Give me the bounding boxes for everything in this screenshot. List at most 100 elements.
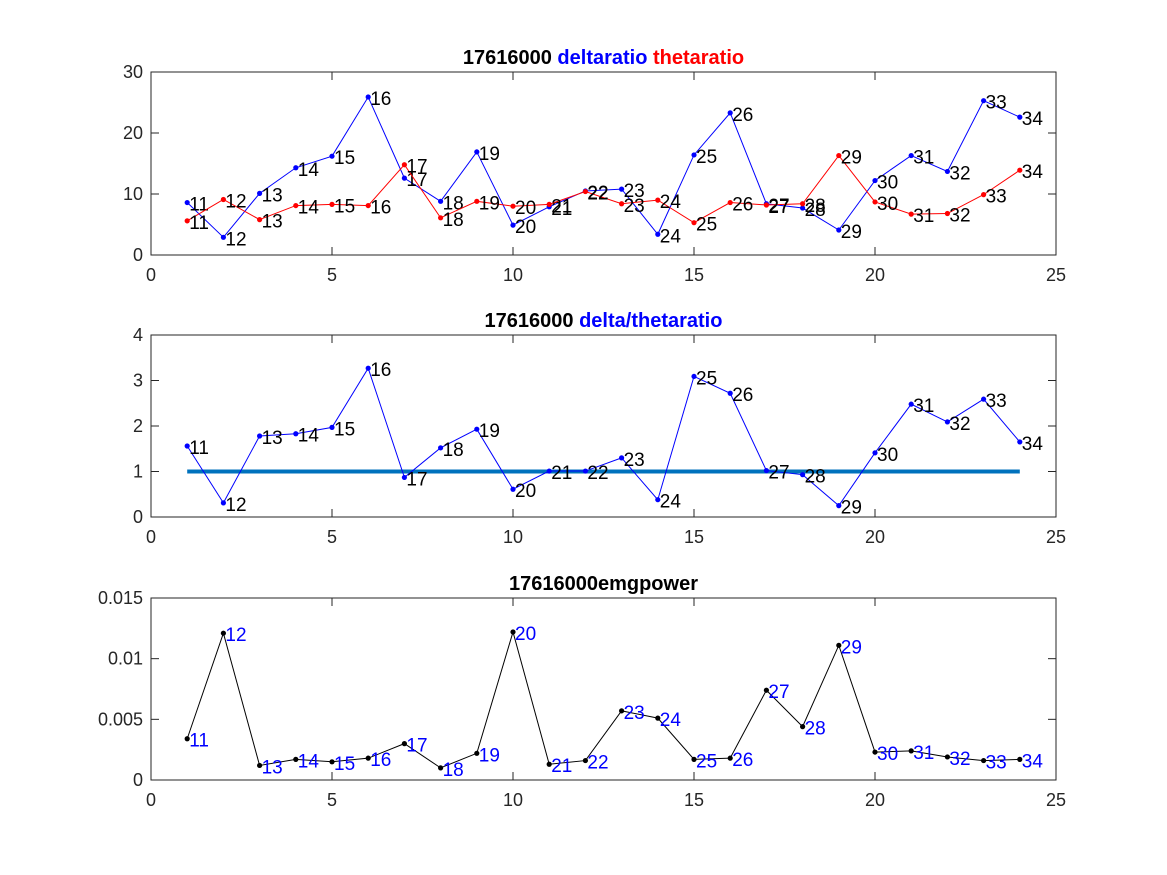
x-tick-label: 10: [503, 265, 523, 285]
data-label: 27: [768, 463, 789, 484]
data-point: [800, 205, 806, 211]
data-label: 17: [406, 469, 427, 490]
x-tick-label: 10: [503, 527, 523, 547]
data-point: [365, 755, 371, 761]
y-tick-label: 4: [133, 325, 143, 345]
data-point: [184, 199, 190, 206]
data-point: [1017, 114, 1023, 120]
data-point: [546, 761, 552, 767]
data-point: [1017, 439, 1023, 445]
data-label: 17: [406, 736, 427, 757]
data-point: [619, 186, 625, 192]
axes-box: [150, 334, 1057, 518]
data-point: [220, 500, 226, 506]
chart-title-part: deltaratio: [552, 47, 648, 69]
data-label: 13: [262, 185, 283, 206]
data-point: [944, 419, 951, 425]
data-label: 14: [298, 198, 320, 219]
data-label: 22: [587, 753, 608, 774]
data-label: 22: [587, 184, 608, 205]
data-point: [365, 365, 371, 371]
data-point: [329, 424, 335, 430]
data-label: 26: [732, 195, 753, 216]
data-point: [257, 217, 263, 223]
x-tick-label: 15: [684, 265, 704, 285]
data-label: 33: [986, 93, 1007, 114]
data-point: [691, 152, 697, 158]
chart-title-part: thetaratio: [647, 47, 744, 69]
data-label: 30: [877, 194, 898, 215]
data-label: 21: [551, 463, 572, 484]
data-point: [438, 445, 444, 451]
data-point: [401, 474, 407, 481]
y-tick-label: 0: [133, 770, 143, 790]
data-label: 34: [1022, 434, 1044, 455]
data-point: [1017, 167, 1023, 173]
data-point: [474, 149, 480, 155]
y-tick-label: 10: [123, 184, 143, 204]
data-point: [981, 757, 987, 764]
axes-box: [150, 71, 1057, 256]
data-point: [836, 642, 842, 648]
x-tick-label: 15: [684, 790, 704, 810]
data-label: 23: [624, 196, 645, 217]
data-label: 11: [189, 213, 209, 234]
data-point: [836, 227, 842, 233]
data-point: [800, 472, 806, 478]
data-label: 12: [225, 625, 246, 646]
data-label: 16: [370, 198, 391, 219]
data-point: [329, 759, 335, 765]
data-point: [293, 202, 299, 209]
data-label: 20: [515, 198, 536, 219]
data-point: [836, 503, 842, 509]
data-label: 29: [841, 148, 862, 169]
data-label: 12: [225, 495, 246, 516]
data-point: [220, 630, 226, 636]
data-point: [582, 188, 589, 195]
series-line-1: [186, 630, 1020, 769]
data-point: [184, 218, 190, 224]
data-label: 34: [1022, 162, 1044, 183]
data-label: 11: [189, 438, 209, 459]
data-point: [220, 196, 226, 203]
data-label: 18: [443, 210, 464, 231]
data-label: 30: [877, 744, 898, 765]
data-label: 18: [443, 193, 464, 214]
data-label: 21: [551, 756, 572, 777]
data-point: [365, 202, 371, 209]
data-label: 15: [334, 754, 355, 775]
data-label: 32: [949, 749, 970, 770]
chart-title-part: delta/thetaratio: [574, 310, 723, 332]
x-tick-label: 25: [1046, 527, 1066, 547]
data-label: 31: [913, 148, 934, 169]
data-label: 23: [624, 703, 645, 724]
data-point: [365, 94, 371, 100]
data-label: 31: [913, 743, 934, 764]
data-point: [510, 486, 516, 492]
data-label: 17: [406, 157, 427, 178]
y-tick-label: 0: [133, 507, 143, 527]
x-tick-label: 20: [865, 790, 885, 810]
data-label: 27: [768, 682, 789, 703]
data-label: 16: [370, 89, 391, 110]
data-point: [691, 373, 697, 380]
data-point: [293, 756, 299, 762]
data-point: [582, 757, 589, 764]
y-tick-label: 0.015: [98, 588, 143, 608]
data-point: [691, 220, 697, 226]
data-point: [908, 211, 914, 217]
chart-title: 17616000 deltaratio thetaratio: [463, 47, 744, 69]
data-label: 31: [913, 206, 934, 227]
data-point: [510, 222, 516, 228]
data-point: [329, 153, 335, 159]
data-label: 13: [262, 757, 283, 778]
data-point: [438, 198, 444, 204]
data-point: [619, 455, 625, 461]
y-tick-label: 2: [133, 416, 143, 436]
data-label: 13: [262, 212, 283, 233]
x-tick-label: 10: [503, 790, 523, 810]
data-point: [727, 110, 733, 116]
data-label: 26: [732, 385, 753, 406]
series-line-2: [186, 154, 1021, 224]
data-label: 31: [913, 396, 934, 417]
